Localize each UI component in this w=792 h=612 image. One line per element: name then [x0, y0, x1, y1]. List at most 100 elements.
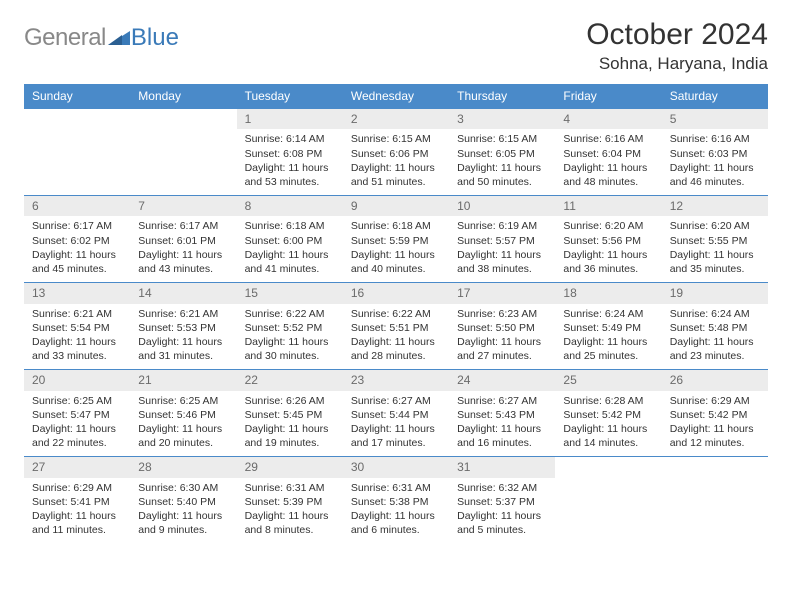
day-number: 31 — [449, 457, 555, 477]
calendar-day-cell: 1Sunrise: 6:14 AMSunset: 6:08 PMDaylight… — [237, 109, 343, 196]
day-content: Sunrise: 6:30 AMSunset: 5:40 PMDaylight:… — [130, 478, 236, 544]
day-number: 21 — [130, 370, 236, 390]
sunrise-line: Sunrise: 6:26 AM — [245, 394, 335, 408]
daylight-line: Daylight: 11 hours and 19 minutes. — [245, 422, 335, 450]
day-number: 26 — [662, 370, 768, 390]
calendar-header: Sunday Monday Tuesday Wednesday Thursday… — [24, 84, 768, 109]
day-number: 4 — [555, 109, 661, 129]
day-number: 27 — [24, 457, 130, 477]
sunrise-line: Sunrise: 6:22 AM — [351, 307, 441, 321]
calendar-day-cell: 14Sunrise: 6:21 AMSunset: 5:53 PMDayligh… — [130, 283, 236, 370]
sunrise-line: Sunrise: 6:29 AM — [670, 394, 760, 408]
day-content: Sunrise: 6:15 AMSunset: 6:05 PMDaylight:… — [449, 129, 555, 195]
day-number: 2 — [343, 109, 449, 129]
day-number: 10 — [449, 196, 555, 216]
sunrise-line: Sunrise: 6:30 AM — [138, 481, 228, 495]
calendar-week-row: 13Sunrise: 6:21 AMSunset: 5:54 PMDayligh… — [24, 283, 768, 370]
day-number: 24 — [449, 370, 555, 390]
daylight-line: Daylight: 11 hours and 28 minutes. — [351, 335, 441, 363]
calendar-day-cell: 9Sunrise: 6:18 AMSunset: 5:59 PMDaylight… — [343, 196, 449, 283]
day-content: Sunrise: 6:14 AMSunset: 6:08 PMDaylight:… — [237, 129, 343, 195]
daylight-line: Daylight: 11 hours and 50 minutes. — [457, 161, 547, 189]
calendar-day-cell: 26 Sunrise: 6:29 AMSunset: 5:42 PMDayligh… — [662, 370, 768, 457]
day-number: 16 — [343, 283, 449, 303]
daylight-line: Daylight: 11 hours and 43 minutes. — [138, 248, 228, 276]
sunrise-line: Sunrise: 6:15 AM — [457, 132, 547, 146]
sunrise-line: Sunrise: 6:23 AM — [457, 307, 547, 321]
sunset-line: Sunset: 6:04 PM — [563, 147, 653, 161]
sunset-line: Sunset: 5:55 PM — [670, 234, 760, 248]
calendar-day-cell: 5Sunrise: 6:16 AMSunset: 6:03 PMDaylight… — [662, 109, 768, 196]
sunrise-line: Sunrise: 6:24 AM — [670, 307, 760, 321]
day-content: Sunrise: 6:15 AMSunset: 6:06 PMDaylight:… — [343, 129, 449, 195]
calendar-table: Sunday Monday Tuesday Wednesday Thursday… — [24, 84, 768, 543]
day-header: Tuesday — [237, 84, 343, 109]
day-number: 22 — [237, 370, 343, 390]
sunset-line: Sunset: 5:44 PM — [351, 408, 441, 422]
sunrise-line: Sunrise: 6:16 AM — [670, 132, 760, 146]
sunrise-line: Sunrise: 6:18 AM — [245, 219, 335, 233]
daylight-line: Daylight: 11 hours and 17 minutes. — [351, 422, 441, 450]
calendar-day-cell: 23 Sunrise: 6:27 AMSunset: 5:44 PMDayligh… — [343, 370, 449, 457]
day-content: Sunrise: 6:21 AMSunset: 5:54 PMDaylight:… — [24, 304, 130, 370]
day-content: Sunrise: 6:17 AMSunset: 6:01 PMDaylight:… — [130, 216, 236, 282]
sunset-line: Sunset: 5:57 PM — [457, 234, 547, 248]
title-block: October 2024 Sohna, Haryana, India — [586, 18, 768, 74]
day-header: Monday — [130, 84, 236, 109]
day-header: Saturday — [662, 84, 768, 109]
day-number: 28 — [130, 457, 236, 477]
daylight-line: Daylight: 11 hours and 14 minutes. — [563, 422, 653, 450]
sunset-line: Sunset: 6:06 PM — [351, 147, 441, 161]
day-content: Sunrise: 6:24 AMSunset: 5:48 PMDaylight:… — [662, 304, 768, 370]
calendar-day-cell: 7Sunrise: 6:17 AMSunset: 6:01 PMDaylight… — [130, 196, 236, 283]
header-row: General Blue October 2024 Sohna, Haryana… — [24, 18, 768, 74]
calendar-day-cell: 10Sunrise: 6:19 AMSunset: 5:57 PMDayligh… — [449, 196, 555, 283]
sunset-line: Sunset: 6:03 PM — [670, 147, 760, 161]
day-number: 12 — [662, 196, 768, 216]
sunset-line: Sunset: 5:42 PM — [563, 408, 653, 422]
sunrise-line: Sunrise: 6:28 AM — [563, 394, 653, 408]
sunrise-line: Sunrise: 6:27 AM — [351, 394, 441, 408]
sunrise-line: Sunrise: 6:20 AM — [563, 219, 653, 233]
calendar-day-cell: 6Sunrise: 6:17 AMSunset: 6:02 PMDaylight… — [24, 196, 130, 283]
daylight-line: Daylight: 11 hours and 23 minutes. — [670, 335, 760, 363]
day-number: 23 — [343, 370, 449, 390]
day-number: 9 — [343, 196, 449, 216]
daylight-line: Daylight: 11 hours and 33 minutes. — [32, 335, 122, 363]
day-content: Sunrise: 6:23 AMSunset: 5:50 PMDaylight:… — [449, 304, 555, 370]
sunset-line: Sunset: 5:42 PM — [670, 408, 760, 422]
logo-text-blue: Blue — [131, 24, 179, 52]
sunset-line: Sunset: 5:43 PM — [457, 408, 547, 422]
day-content: Sunrise: 6:25 AMSunset: 5:46 PMDaylight:… — [130, 391, 236, 457]
sunrise-line: Sunrise: 6:32 AM — [457, 481, 547, 495]
sunset-line: Sunset: 5:50 PM — [457, 321, 547, 335]
daylight-line: Daylight: 11 hours and 53 minutes. — [245, 161, 335, 189]
day-content: Sunrise: 6:18 AMSunset: 6:00 PMDaylight:… — [237, 216, 343, 282]
empty-day — [130, 109, 236, 171]
day-content: Sunrise: 6:16 AMSunset: 6:04 PMDaylight:… — [555, 129, 661, 195]
sunset-line: Sunset: 5:39 PM — [245, 495, 335, 509]
sunset-line: Sunset: 5:49 PM — [563, 321, 653, 335]
day-header: Friday — [555, 84, 661, 109]
day-number: 11 — [555, 196, 661, 216]
calendar-week-row: 20Sunrise: 6:25 AMSunset: 5:47 PMDayligh… — [24, 370, 768, 457]
calendar-day-cell: 28Sunrise: 6:30 AMSunset: 5:40 PMDayligh… — [130, 457, 236, 544]
logo: General Blue — [24, 24, 179, 54]
sunset-line: Sunset: 5:52 PM — [245, 321, 335, 335]
sunrise-line: Sunrise: 6:20 AM — [670, 219, 760, 233]
day-content: Sunrise: 6:24 AMSunset: 5:49 PMDaylight:… — [555, 304, 661, 370]
sunrise-line: Sunrise: 6:25 AM — [138, 394, 228, 408]
daylight-line: Daylight: 11 hours and 35 minutes. — [670, 248, 760, 276]
daylight-line: Daylight: 11 hours and 11 minutes. — [32, 509, 122, 537]
day-content: Sunrise: 6:21 AMSunset: 5:53 PMDaylight:… — [130, 304, 236, 370]
daylight-line: Daylight: 11 hours and 41 minutes. — [245, 248, 335, 276]
daylight-line: Daylight: 11 hours and 12 minutes. — [670, 422, 760, 450]
sunrise-line: Sunrise: 6:17 AM — [32, 219, 122, 233]
sunset-line: Sunset: 6:01 PM — [138, 234, 228, 248]
sunrise-line: Sunrise: 6:31 AM — [351, 481, 441, 495]
day-content: Sunrise: 6:22 AMSunset: 5:52 PMDaylight:… — [237, 304, 343, 370]
sunrise-line: Sunrise: 6:21 AM — [138, 307, 228, 321]
calendar-day-cell: 12 Sunrise: 6:20 AMSunset: 5:55 PMDayligh… — [662, 196, 768, 283]
month-title: October 2024 — [586, 18, 768, 52]
sunset-line: Sunset: 6:05 PM — [457, 147, 547, 161]
